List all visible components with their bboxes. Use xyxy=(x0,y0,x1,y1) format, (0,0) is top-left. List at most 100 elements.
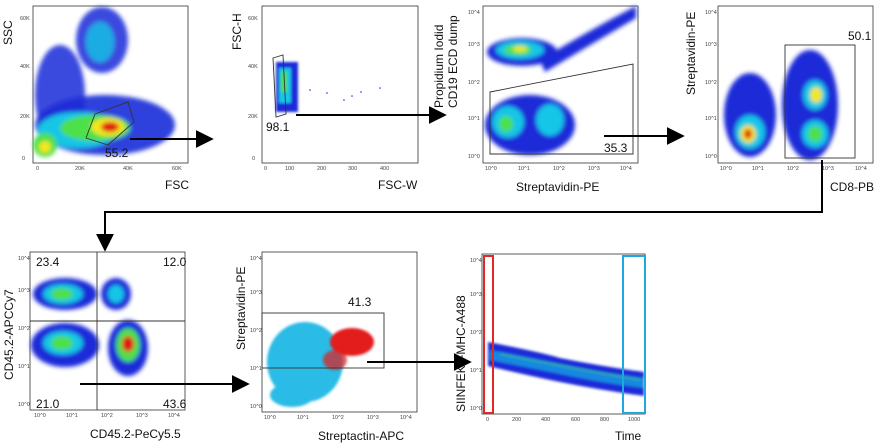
x-axis-label: FSC-W xyxy=(378,178,418,192)
y-tick: 60K xyxy=(248,16,258,22)
x-axis-label: FSC xyxy=(165,178,189,192)
y-tick: 40K xyxy=(248,64,258,70)
y-tick: 10^4 xyxy=(468,10,480,16)
y-axis-label: FSC-H xyxy=(230,13,244,50)
y-tick: 20K xyxy=(20,114,30,120)
x-axis-label: Time xyxy=(615,429,642,443)
x-tick: 200 xyxy=(317,166,326,172)
x-tick: 10^0 xyxy=(720,166,732,172)
y-tick: 10^2 xyxy=(470,330,482,336)
gate-value: 98.1 xyxy=(266,120,290,134)
flow-arrows xyxy=(80,106,823,393)
x-tick: 600 xyxy=(571,417,580,423)
x-tick: 200 xyxy=(512,417,521,423)
gate-polygon xyxy=(85,101,135,146)
x-tick: 10^2 xyxy=(101,413,113,419)
gate-rect xyxy=(261,312,385,369)
y-tick: 10^3 xyxy=(468,42,480,48)
x-tick: 10^2 xyxy=(787,166,799,172)
quadrant-lower-left: 21.0 xyxy=(36,397,60,411)
x-tick: 10^4 xyxy=(168,413,180,419)
y-tick: 10^2 xyxy=(705,80,717,86)
x-tick: 10^3 xyxy=(822,166,834,172)
gate-rect xyxy=(784,44,856,159)
y-tick: 10^0 xyxy=(470,406,482,412)
y-tick: 10^0 xyxy=(18,402,30,408)
y-tick: 10^4 xyxy=(470,258,482,264)
x-tick: 40K xyxy=(123,166,133,172)
x-axis-label: Streptavidin-PE xyxy=(516,180,599,194)
scatter-dots xyxy=(309,87,381,101)
cyan-population xyxy=(267,322,343,407)
density-cloud xyxy=(33,7,175,157)
y-tick: 10^3 xyxy=(18,288,30,294)
y-axis-label: SSC xyxy=(1,20,15,45)
density-cloud xyxy=(724,50,838,160)
y-tick: 10^3 xyxy=(705,42,717,48)
x-tick: 10^4 xyxy=(620,166,632,172)
x-tick: 0 xyxy=(486,417,489,423)
y-tick: 10^3 xyxy=(470,292,482,298)
y-tick: 10^0 xyxy=(705,154,717,160)
y-tick: 40K xyxy=(20,64,30,70)
gate-polygon xyxy=(489,63,634,155)
x-tick: 60K xyxy=(172,166,182,172)
quadrant-upper-left: 23.4 xyxy=(36,255,60,269)
x-tick: 400 xyxy=(380,166,389,172)
gate-value: 41.3 xyxy=(348,295,372,309)
y-axis-label-line-1: Propidium Iodid xyxy=(432,25,446,108)
x-tick: 800 xyxy=(600,417,609,423)
quadrant-upper-right: 12.0 xyxy=(163,255,187,269)
panel-streptavidin-streptactin: 41.3 10^0 10^1 10^2 10^3 10^4 10^0 10^1 … xyxy=(234,251,418,443)
gate-end-blue xyxy=(622,255,646,414)
x-tick: 400 xyxy=(541,417,550,423)
x-tick: 10^4 xyxy=(400,415,412,421)
gate-value: 55.2 xyxy=(105,146,129,160)
quadrant-lower-right: 43.6 xyxy=(163,397,187,411)
y-tick: 0 xyxy=(252,156,255,162)
y-axis-label: Streptavidin-PE xyxy=(684,12,698,95)
gate-start-red xyxy=(483,255,494,414)
y-tick: 10^1 xyxy=(250,366,262,372)
y-axis-label: Streptavidin-PE xyxy=(234,267,248,350)
x-tick: 10^3 xyxy=(136,413,148,419)
density-cloud xyxy=(31,278,148,376)
panel-siinfekl-time: 0 200 400 600 800 1000 10^0 10^1 10^2 10… xyxy=(454,253,646,443)
x-axis-label: CD8-PB xyxy=(830,180,874,194)
panel-dump-streptavidin: 35.3 10^0 10^1 10^2 10^3 10^4 10^0 10^1 … xyxy=(432,5,639,194)
x-tick: 1000 xyxy=(628,417,640,423)
x-axis-label: Streptactin-APC xyxy=(318,429,404,443)
arrow-p4-to-p5 xyxy=(96,160,823,252)
y-axis-label: SIINFEKL-MHC-A488 xyxy=(454,295,468,412)
y-axis-label-line-2: CD19 ECD dump xyxy=(446,15,460,108)
gate-polygon xyxy=(272,54,287,118)
panel-fsch-fscw: 98.1 0 100 200 300 400 0 20K 40K 60K FSC… xyxy=(230,5,419,192)
y-tick: 10^2 xyxy=(18,326,30,332)
x-axis-label: CD45.2-PeCy5.5 xyxy=(90,427,181,441)
gate-value: 50.1 xyxy=(848,29,872,43)
x-tick: 10^2 xyxy=(332,415,344,421)
density-cloud xyxy=(276,62,298,112)
x-tick: 10^1 xyxy=(518,166,530,172)
y-tick: 10^2 xyxy=(250,328,262,334)
gate-value: 35.3 xyxy=(604,141,628,155)
y-tick: 10^4 xyxy=(250,256,262,262)
x-tick: 100 xyxy=(285,166,294,172)
density-cloud xyxy=(485,6,636,155)
y-tick: 10^0 xyxy=(250,404,262,410)
y-tick: 60K xyxy=(20,16,30,22)
y-tick: 0 xyxy=(22,156,25,162)
x-tick: 10^3 xyxy=(588,166,600,172)
y-tick: 10^1 xyxy=(18,364,30,370)
panel-ssc-fsc: 55.2 0 20K 40K 60K 0 20K 40K 60K FSC SSC xyxy=(1,5,189,192)
y-tick: 10^1 xyxy=(470,368,482,374)
x-tick: 300 xyxy=(348,166,357,172)
x-tick: 10^0 xyxy=(485,166,497,172)
y-axis-label: CD45.2-APCCy7 xyxy=(2,289,16,380)
x-tick: 10^1 xyxy=(66,413,78,419)
x-tick: 0 xyxy=(36,166,39,172)
y-tick: 10^0 xyxy=(468,154,480,160)
x-tick: 10^4 xyxy=(855,166,867,172)
red-population xyxy=(323,328,374,370)
